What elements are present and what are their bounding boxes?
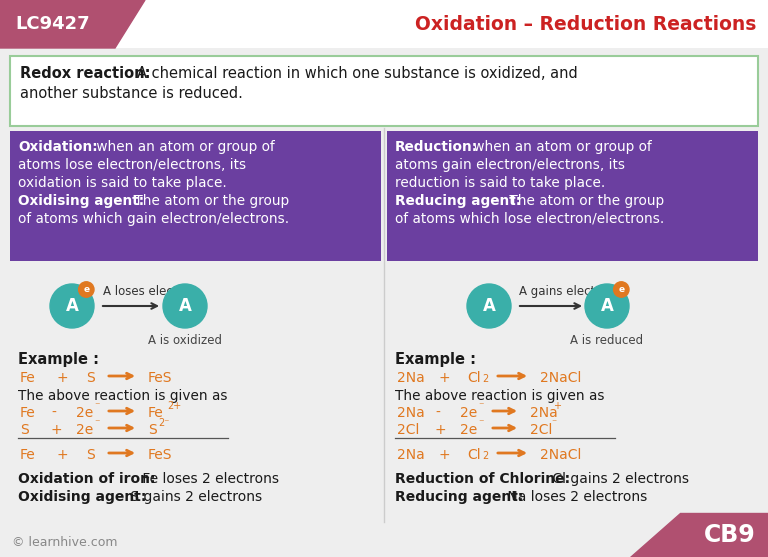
Text: A: A: [482, 297, 495, 315]
Text: S: S: [148, 423, 157, 437]
Text: 2e: 2e: [76, 423, 93, 437]
Text: e: e: [83, 285, 89, 294]
Text: Fe: Fe: [20, 448, 36, 462]
Text: ⁻: ⁻: [94, 401, 100, 411]
Text: oxidation is said to take place.: oxidation is said to take place.: [18, 176, 227, 190]
Text: 2⁻: 2⁻: [158, 418, 170, 428]
Text: atoms gain electron/electrons, its: atoms gain electron/electrons, its: [395, 158, 625, 172]
Text: 2NaCl: 2NaCl: [540, 448, 581, 462]
Text: ⁻: ⁻: [551, 418, 556, 428]
Text: of atoms which gain electron/electrons.: of atoms which gain electron/electrons.: [18, 212, 289, 226]
Circle shape: [50, 284, 94, 328]
Text: The atom or the group: The atom or the group: [505, 194, 664, 208]
Text: Na loses 2 electrons: Na loses 2 electrons: [503, 490, 647, 504]
Text: The atom or the group: The atom or the group: [130, 194, 289, 208]
Text: Reduction of Chlorine:: Reduction of Chlorine:: [395, 472, 570, 486]
Text: S: S: [86, 448, 94, 462]
Text: 2Na: 2Na: [397, 448, 425, 462]
Text: Example :: Example :: [18, 352, 99, 367]
Circle shape: [163, 284, 207, 328]
Text: 2+: 2+: [167, 401, 181, 411]
Text: 2e: 2e: [460, 423, 477, 437]
Text: atoms lose electron/electrons, its: atoms lose electron/electrons, its: [18, 158, 246, 172]
Bar: [0, 0, 768, 48]
Text: +: +: [439, 371, 451, 385]
Text: The above reaction is given as: The above reaction is given as: [395, 389, 604, 403]
Text: 2Na: 2Na: [397, 371, 425, 385]
Text: 2e: 2e: [76, 406, 93, 420]
Text: +: +: [435, 423, 447, 437]
Text: S: S: [86, 371, 94, 385]
Text: Fe: Fe: [20, 406, 36, 420]
Text: 2: 2: [482, 451, 488, 461]
Text: Oxidising agent:: Oxidising agent:: [18, 490, 147, 504]
Text: A loses electron: A loses electron: [103, 285, 197, 298]
Text: Fe: Fe: [148, 406, 164, 420]
Text: The above reaction is given as: The above reaction is given as: [18, 389, 227, 403]
Text: +: +: [51, 423, 63, 437]
Text: A is reduced: A is reduced: [571, 334, 644, 347]
Bar: [387, 131, 758, 261]
Text: Cl: Cl: [467, 371, 481, 385]
Text: Reducing agent:: Reducing agent:: [395, 194, 521, 208]
Text: Example :: Example :: [395, 352, 476, 367]
Text: +: +: [553, 401, 561, 411]
Text: Reducing agent:: Reducing agent:: [395, 490, 523, 504]
Text: CB9: CB9: [704, 523, 756, 547]
Text: ⁻: ⁻: [94, 418, 100, 428]
Text: S: S: [20, 423, 28, 437]
Text: LC9427: LC9427: [15, 15, 90, 33]
Text: A: A: [179, 297, 191, 315]
Text: FeS: FeS: [148, 371, 173, 385]
Text: reduction is said to take place.: reduction is said to take place.: [395, 176, 605, 190]
Text: 2NaCl: 2NaCl: [540, 371, 581, 385]
Text: when an atom or group of: when an atom or group of: [92, 140, 275, 154]
Text: © learnhive.com: © learnhive.com: [12, 536, 118, 550]
Text: A is oxidized: A is oxidized: [148, 334, 222, 347]
Text: Cl gains 2 electrons: Cl gains 2 electrons: [548, 472, 689, 486]
Text: Fe loses 2 electrons: Fe loses 2 electrons: [138, 472, 279, 486]
Text: ⁻: ⁻: [478, 401, 484, 411]
Text: Oxidising agent:: Oxidising agent:: [18, 194, 144, 208]
Text: of atoms which lose electron/electrons.: of atoms which lose electron/electrons.: [395, 212, 664, 226]
Text: Oxidation of iron:: Oxidation of iron:: [18, 472, 155, 486]
Text: 2Na: 2Na: [530, 406, 558, 420]
Polygon shape: [0, 0, 145, 48]
Text: 2Cl: 2Cl: [530, 423, 552, 437]
FancyBboxPatch shape: [10, 56, 758, 126]
Text: 2e: 2e: [460, 406, 477, 420]
Text: A: A: [65, 297, 78, 315]
Text: -: -: [51, 406, 56, 420]
Circle shape: [614, 282, 629, 297]
Text: Cl: Cl: [467, 448, 481, 462]
Circle shape: [78, 282, 94, 297]
Text: another substance is reduced.: another substance is reduced.: [20, 86, 243, 101]
Text: +: +: [439, 448, 451, 462]
Text: 2Na: 2Na: [397, 406, 425, 420]
Text: FeS: FeS: [148, 448, 173, 462]
Text: Fe: Fe: [20, 371, 36, 385]
Text: Reduction:: Reduction:: [395, 140, 478, 154]
Text: Oxidation – Reduction Reactions: Oxidation – Reduction Reactions: [415, 14, 756, 33]
Text: A gains electron: A gains electron: [519, 285, 614, 298]
Text: e: e: [618, 285, 624, 294]
Polygon shape: [630, 513, 768, 557]
Circle shape: [585, 284, 629, 328]
Text: when an atom or group of: when an atom or group of: [469, 140, 652, 154]
Text: A chemical reaction in which one substance is oxidized, and: A chemical reaction in which one substan…: [137, 66, 578, 81]
Circle shape: [467, 284, 511, 328]
Text: Oxidation:: Oxidation:: [18, 140, 98, 154]
Text: ⁻: ⁻: [478, 418, 484, 428]
Text: 2: 2: [482, 374, 488, 384]
Text: 2Cl: 2Cl: [397, 423, 419, 437]
Text: S gains 2 electrons: S gains 2 electrons: [126, 490, 262, 504]
Text: A: A: [601, 297, 614, 315]
Text: Redox reaction:: Redox reaction:: [20, 66, 151, 81]
Text: -: -: [435, 406, 440, 420]
Text: +: +: [56, 448, 68, 462]
Bar: [10, 131, 381, 261]
Text: +: +: [56, 371, 68, 385]
